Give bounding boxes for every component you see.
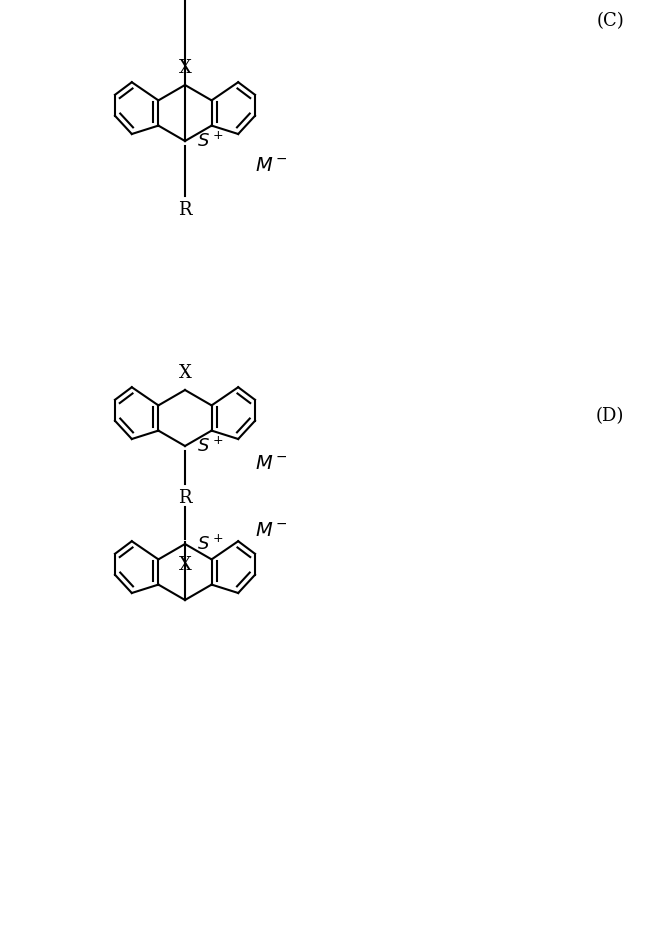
- Text: $M^-$: $M^-$: [255, 455, 288, 473]
- Text: (D): (D): [596, 407, 624, 425]
- Text: $S^+$: $S^+$: [197, 534, 223, 553]
- Text: $S^+$: $S^+$: [197, 437, 223, 456]
- Text: X: X: [179, 59, 192, 77]
- Text: $M^-$: $M^-$: [255, 157, 288, 175]
- Text: $S^+$: $S^+$: [197, 131, 223, 150]
- Text: X: X: [179, 364, 192, 382]
- Text: R: R: [178, 201, 192, 219]
- Text: R: R: [178, 489, 192, 507]
- Text: $M^-$: $M^-$: [255, 522, 288, 540]
- Text: (C): (C): [596, 12, 624, 30]
- Text: X: X: [179, 556, 192, 574]
